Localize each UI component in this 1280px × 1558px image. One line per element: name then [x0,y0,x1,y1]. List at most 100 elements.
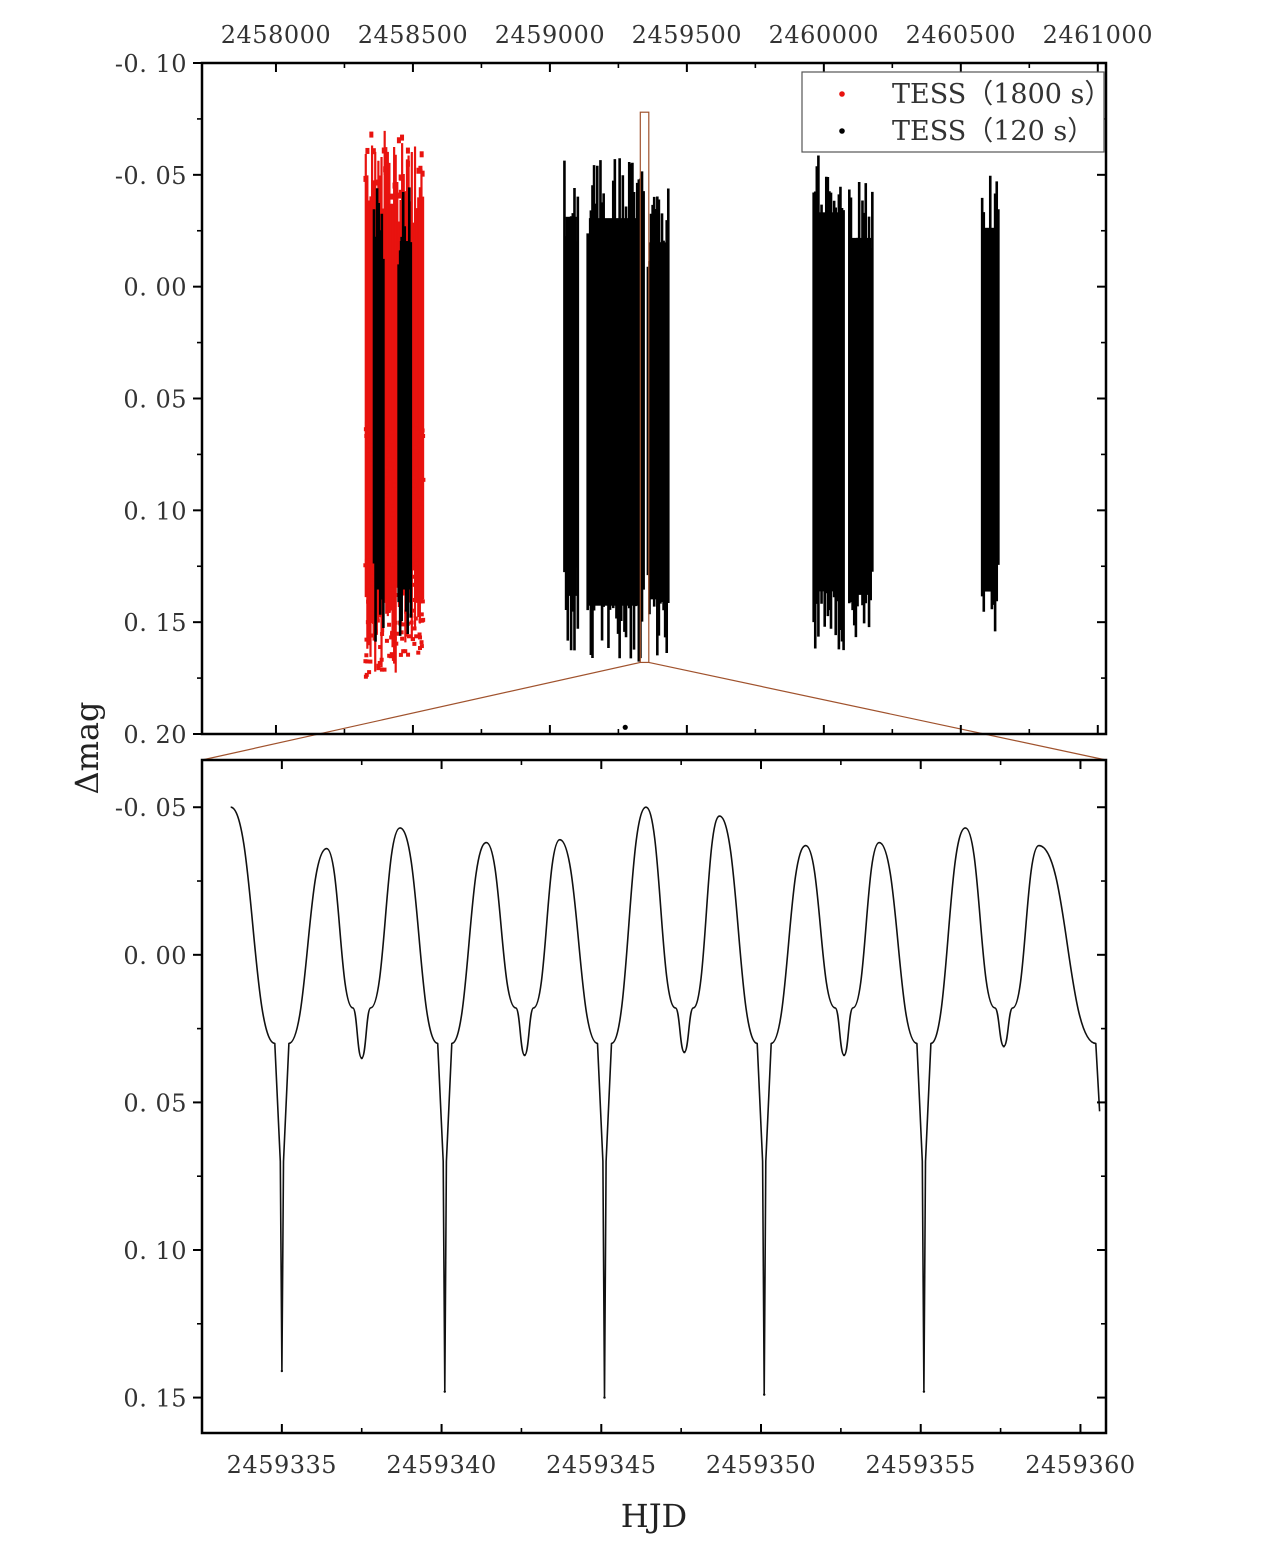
series-120s-outlier-point [622,724,628,730]
series-1800s-point [399,630,404,635]
series-1800s-point [411,608,416,613]
series-1800s-point [387,653,392,658]
series-1800s-point [421,617,426,622]
series-1800s-point [419,151,424,158]
series-1800s-point [414,449,419,454]
series-120s-segment-3 [563,160,580,651]
series-1800s-point [420,170,425,177]
series-1800s-point [419,496,424,501]
bottom-x-tick-label: 2459345 [546,1451,656,1479]
top-y-tick-label: 0. 15 [123,609,187,637]
series-1800s-point [394,641,399,646]
legend-label-120s: TESS（120 s） [892,116,1094,147]
series-1800s-point [366,490,371,495]
secondary-minimum-point [683,1051,686,1054]
series-1800s-point [400,622,405,627]
series-1800s-point [389,430,394,435]
series-1800s-point [363,563,368,568]
series-1800s-point [370,581,375,586]
series-1800s-point [414,466,419,471]
series-1800s-point [417,443,422,448]
series-1800s-point [380,631,385,636]
series-1800s-point [412,545,417,550]
bottom-y-tick-label: -0. 05 [115,794,187,822]
series-1800s-point [393,580,398,585]
series-1800s-point [387,480,392,485]
legend-box [801,71,1105,153]
series-1800s-point [417,592,422,597]
series-1800s-point [376,663,381,668]
series-1800s-point [383,169,388,176]
series-1800s-point [365,620,370,625]
series-1800s-point [417,586,422,591]
series-1800s-point [418,474,423,479]
series-1800s-point [366,450,371,455]
series-1800s-point [363,427,368,432]
series-1800s-point [376,666,381,671]
series-1800s-point [385,446,390,451]
light-curve-line [230,806,1101,1399]
series-1800s-point [419,598,424,603]
series-1800s-point [370,443,375,448]
series-1800s-point [393,559,398,564]
series-1800s-point [378,645,383,650]
series-1800s-point [413,445,418,450]
bottom-panel-ticks: 2459335 2459340 2459345 2459350 2459355 24593… [115,760,1135,1479]
top-y-tick-label: 0. 10 [123,497,187,525]
series-120s-segment-8 [980,175,1000,632]
top-x-tick-label: 2459000 [495,21,605,49]
series-1800s-point [375,179,380,186]
series-1800s-point [394,429,399,434]
top-panel-ticks: 2458000 2458500 2459000 2459500 2460000 24605… [115,21,1153,749]
bottom-plot-frame [200,758,1108,1435]
series-1800s-point [412,574,417,579]
series-1800s-point [381,147,386,154]
primary-minimum-point [443,1390,446,1393]
series-1800s-point [386,436,391,441]
series-1800s-point [418,618,423,623]
series-1800s-point [405,147,410,154]
series-1800s-point [368,508,373,513]
series-1800s-point [385,162,390,169]
series-1800s-point [392,182,397,189]
series-1800s-point [412,490,417,495]
series-1800s-point [384,472,389,477]
series-1800s-point [390,630,395,635]
series-1800s-point [416,650,421,655]
series-1800s-point [414,554,419,559]
bottom-panel: 2459335 2459340 2459345 2459350 2459355 24593… [115,758,1135,1479]
series-1800s-point [418,635,423,640]
legend-label-1800s: TESS（1800 s） [892,79,1111,110]
series-1800s-point [368,535,373,540]
series-1800s-point [414,634,419,639]
series-1800s-point [414,561,419,566]
bottom-x-tick-label: 2459350 [706,1451,816,1479]
series-1800s-point [393,465,398,470]
series-1800s-point [389,439,394,444]
series-1800s-point [384,493,389,498]
primary-minimum-point [280,1369,284,1373]
series-1800s-point [365,147,370,154]
series-1800s-point [419,640,424,645]
series-1800s-point [390,558,395,563]
series-1800s-point [421,434,426,439]
series-1800s-point [391,507,396,512]
series-1800s-point [364,672,369,677]
bottom-y-tick-label: 0. 15 [123,1385,187,1413]
series-1800s-point [391,656,396,661]
series-1800s-point [389,193,394,200]
series-1800s-point [366,554,371,559]
series-1800s-point [371,619,376,624]
series-1800s-point [410,482,415,487]
series-1800s-point [384,465,389,470]
series-1800s-point [415,430,420,435]
series-1800s-point [411,566,416,571]
series-1800s-point [414,508,419,513]
series-1800s-point [370,633,375,638]
bottom-x-tick-label: 2459360 [1025,1451,1135,1479]
series-1800s-point [364,433,369,438]
series-1800s-point [392,483,397,488]
y-axis-title: Δmag [68,701,106,794]
series-1800s-point [367,428,372,433]
